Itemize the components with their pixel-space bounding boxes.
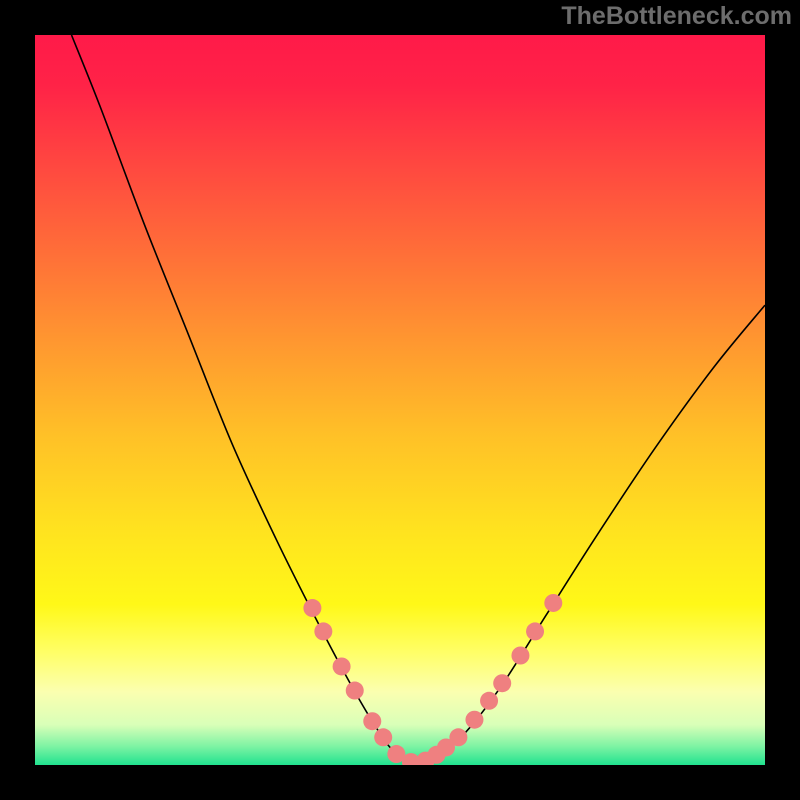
- data-marker: [449, 728, 467, 746]
- data-marker: [333, 657, 351, 675]
- data-marker: [363, 712, 381, 730]
- data-marker: [346, 682, 364, 700]
- data-marker: [493, 674, 511, 692]
- bottleneck-chart: [35, 35, 765, 765]
- data-marker: [374, 728, 392, 746]
- watermark-text: TheBottleneck.com: [561, 2, 792, 31]
- data-marker: [544, 594, 562, 612]
- data-marker: [303, 599, 321, 617]
- chart-background: [35, 35, 765, 765]
- data-marker: [314, 622, 332, 640]
- data-marker: [465, 711, 483, 729]
- data-marker: [480, 692, 498, 710]
- data-marker: [511, 647, 529, 665]
- data-marker: [526, 622, 544, 640]
